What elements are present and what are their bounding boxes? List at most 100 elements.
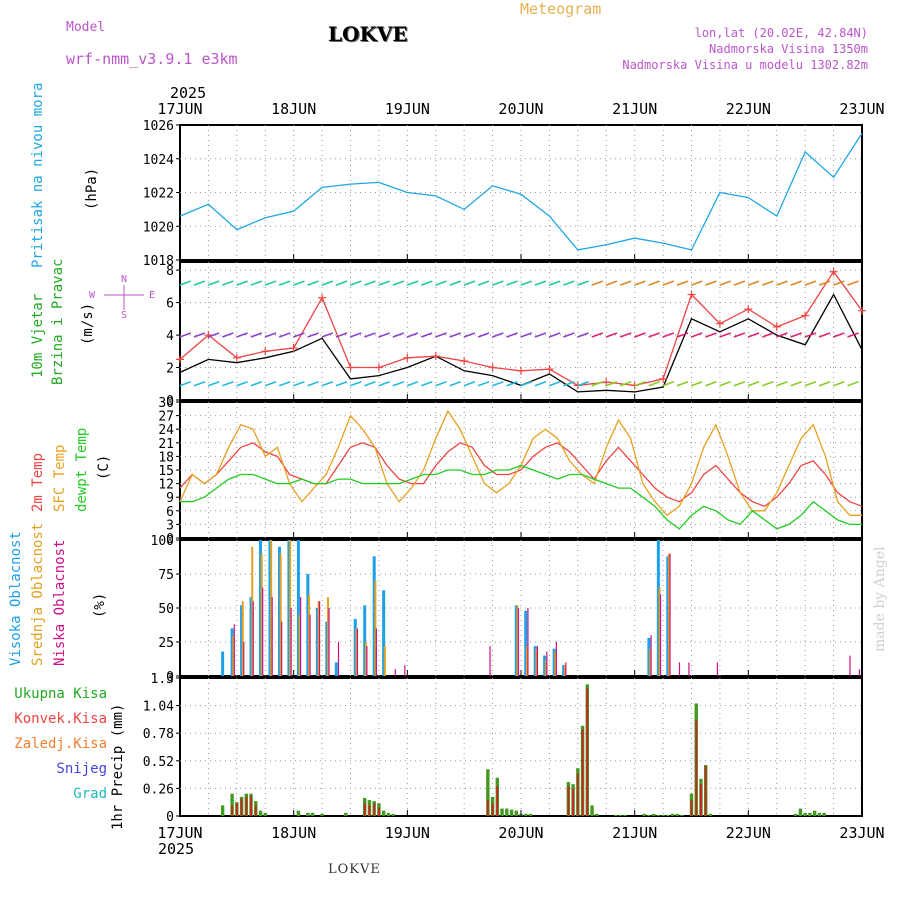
bar-clouds-1 [241,601,244,676]
wind-arrow [662,381,675,387]
wind-arrow [605,332,618,338]
wind-arrow [847,381,859,387]
bar-precipitation-0 [803,812,807,816]
wind-arrow [733,332,746,338]
bar-clouds-2 [394,669,396,676]
wind-arrow [179,332,192,338]
wind-arrow [776,332,788,338]
wind-ylabel-1: 10m Vjetar [30,293,46,378]
wind-arrow [335,280,348,286]
bar-precipitation-0 [590,805,594,816]
wind-arrow [790,332,802,338]
bar-precipitation-0 [817,812,822,816]
wind-arrow [804,280,817,286]
wind-arrow [293,280,305,286]
wind-arrow [222,280,234,286]
bar-clouds-1 [317,601,320,676]
legend-hail: Grad [73,786,107,802]
wind-arrow [207,381,220,387]
wind-arrow [818,332,831,338]
bar-clouds-0 [240,605,244,676]
y-tick-label-wind: 4 [166,329,174,344]
bar-clouds-0 [372,556,376,676]
gust-marker [829,267,838,276]
wind-arrow [321,381,334,387]
wind-arrow [293,332,305,338]
bar-precipitation-1 [254,805,257,816]
bar-clouds-2 [536,646,539,676]
wind-arrow [250,381,263,387]
bar-clouds-2 [375,628,377,676]
model-name: wrf-nmm_v3.9.1 e3km [66,50,238,68]
elevation-info: Nadmorska Visina 1350m [709,42,868,56]
bar-precipitation-0 [500,808,504,816]
wind-arrow [321,280,334,286]
wind-arrow [463,381,476,387]
bar-clouds-0 [268,540,272,676]
bar-clouds-0 [315,608,319,676]
compass-west: W [89,290,96,301]
wind-arrow [747,280,760,286]
bar-clouds-2 [328,608,330,676]
legend-freezing-rain: Zaledj.Kisa [14,736,107,752]
wind-arrow [477,280,490,286]
wind-arrow [435,332,447,338]
bar-precipitation-0 [263,812,267,816]
bar-precipitation-0 [614,814,618,816]
bar-clouds-0 [334,662,338,676]
wind-arrow [349,332,362,338]
wind-arrow [250,280,263,286]
bar-precipitation-1 [235,803,238,816]
wind-arrow [506,381,518,387]
bar-precipitation-1 [496,786,499,816]
bar-clouds-0 [552,648,556,676]
bar-precipitation-0 [344,812,348,816]
bar-clouds-0 [543,655,547,676]
bar-clouds-0 [514,605,518,676]
wind-arrow [421,280,433,286]
bar-clouds-1 [364,642,367,676]
wind-arrow [421,381,433,387]
x-label-bottom: 19JUN [385,824,430,842]
wind-arrow [492,332,504,338]
bar-clouds-2 [337,642,340,676]
y-tick-label-pressure: 1026 [143,119,174,134]
wind-arrow [762,381,774,387]
bar-clouds-0 [647,637,651,676]
series-line-temperature-2 [180,464,862,530]
wind-arrow [264,332,277,338]
gust-marker [374,363,383,372]
bar-clouds-1 [383,646,386,676]
wind-arrow [506,332,518,338]
y-tick-label-precipitation: 0.26 [143,782,174,797]
wind-arrow [577,280,589,286]
wind-arrow [790,381,802,387]
wind-arrow [335,381,348,387]
bar-precipitation-1 [700,784,702,816]
gust-marker [431,352,440,361]
series-line-pressure-0 [179,133,863,251]
bar-clouds-1 [668,553,671,676]
bar-clouds-2 [262,587,264,676]
bar-clouds-1 [374,580,377,676]
y-tick-label-temperature: 30 [158,396,174,411]
bar-clouds-2 [366,646,368,676]
x-label-bottom: 20JUN [498,824,543,842]
wind-arrow [705,280,717,286]
y-tick-label-pressure: 1022 [143,187,174,202]
bar-clouds-0 [259,540,263,676]
wind-arrow [847,280,859,286]
wind-arrow [179,280,192,286]
wind-arrow [236,280,248,286]
station-title: LOKVE [328,22,408,46]
bar-clouds-1 [658,587,661,676]
wind-arrow [577,332,589,338]
bar-precipitation-0 [798,808,803,816]
bar-clouds-0 [306,574,310,676]
wind-arrow [520,332,533,338]
chart-marks [176,133,866,816]
bar-clouds-0 [249,597,253,676]
wind-arrow [690,332,703,338]
series-line-temperature-0 [179,442,863,508]
wind-arrow [264,280,277,286]
